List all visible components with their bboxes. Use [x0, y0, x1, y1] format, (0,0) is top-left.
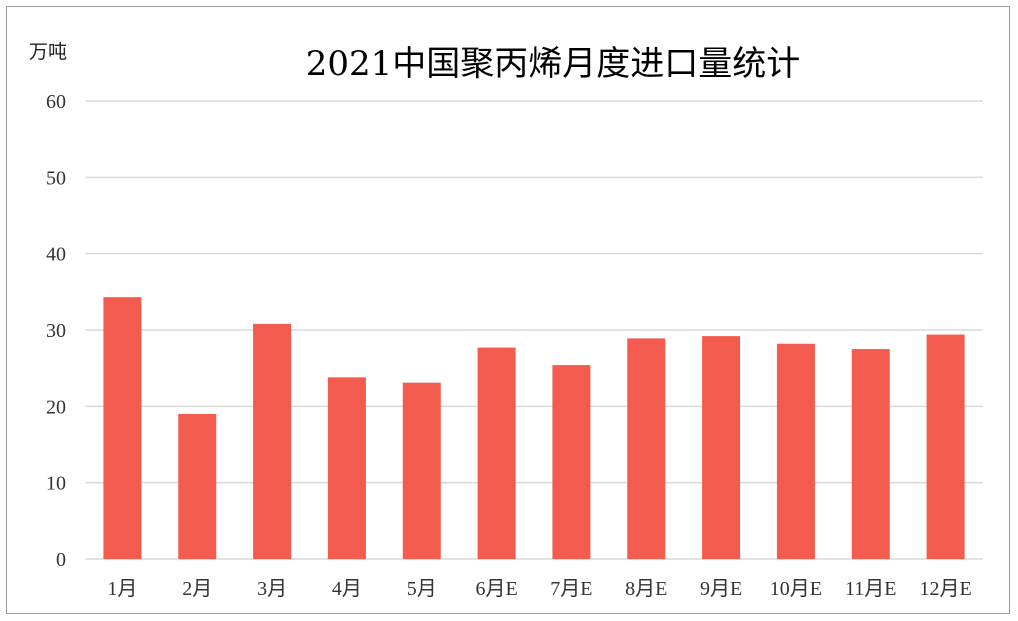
y-tick-label: 50: [46, 167, 66, 189]
bar: [776, 343, 815, 559]
y-tick-label: 0: [56, 549, 66, 571]
bars: [103, 297, 965, 559]
bar: [178, 413, 217, 559]
y-tick-label: 20: [46, 396, 66, 418]
x-category-label: 1月: [107, 578, 137, 600]
bar: [253, 323, 292, 559]
bar: [627, 338, 666, 559]
y-tick-label: 40: [46, 244, 66, 266]
gridlines: [85, 100, 983, 560]
x-category-label: 4月: [332, 578, 362, 600]
bar: [477, 347, 516, 559]
x-category-label: 12月E: [919, 578, 971, 600]
x-category-label: 3月: [257, 578, 287, 600]
bar: [702, 336, 741, 559]
x-category-label: 11月E: [845, 578, 896, 600]
bar: [327, 377, 366, 559]
bar: [851, 349, 890, 559]
bar: [552, 365, 591, 559]
y-tick-label: 30: [46, 320, 66, 342]
x-axis-categories: 1月 2月 3月 4月 5月 6月E 7月E 8月E 9月E 10月E 11月E 12月E: [107, 578, 971, 600]
y-tick-label: 60: [46, 91, 66, 113]
chart-title: 2021中国聚丙烯月度进口量统计: [306, 44, 801, 84]
x-category-label: 7月E: [550, 578, 592, 600]
x-category-label: 8月E: [625, 578, 667, 600]
x-category-label: 10月E: [770, 578, 822, 600]
y-tick-label: 10: [46, 473, 66, 495]
bar: [402, 382, 441, 559]
x-category-label: 9月E: [700, 578, 742, 600]
x-category-label: 5月: [407, 578, 437, 600]
bar: [103, 297, 142, 559]
x-category-label: 6月E: [475, 578, 517, 600]
y-axis-ticks: 0 10 20 30 40 50 60: [46, 91, 66, 571]
y-axis-unit-label: 万吨: [29, 41, 67, 63]
bar: [926, 334, 965, 559]
x-category-label: 2月: [182, 578, 212, 600]
